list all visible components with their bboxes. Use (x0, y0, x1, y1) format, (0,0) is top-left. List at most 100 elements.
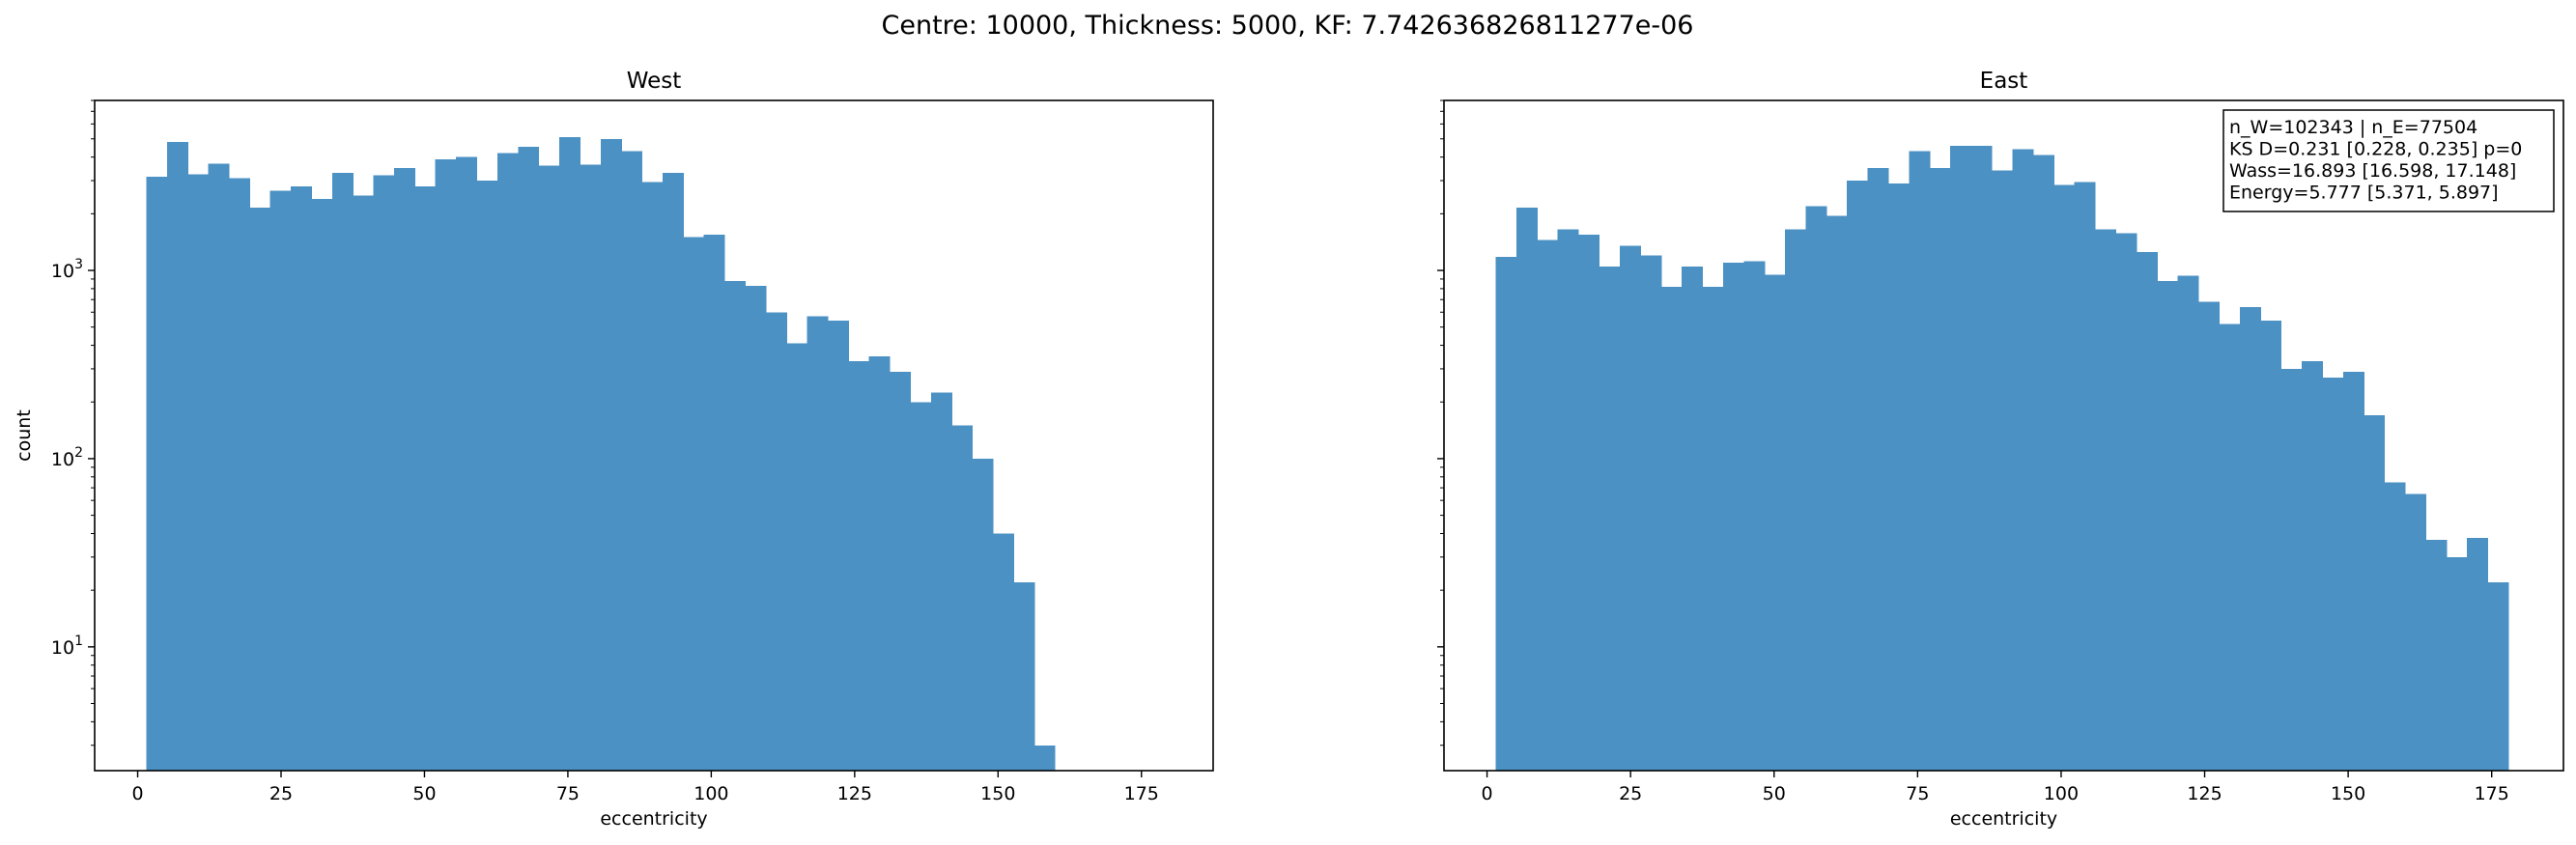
x-tick-label: 25 (269, 783, 293, 804)
histogram-bar (972, 458, 994, 771)
y-tick-base: 10 (51, 637, 74, 659)
histogram-bar (745, 285, 767, 771)
histogram-bar (1992, 170, 2014, 771)
y-tick-exponent: 3 (74, 257, 83, 272)
histogram-bar (1515, 208, 1538, 772)
histogram-bar (269, 190, 292, 771)
histogram-bar (456, 156, 478, 772)
histogram-bar (930, 392, 952, 771)
histogram-bar (1743, 261, 1766, 771)
histogram-bar (1702, 286, 1724, 771)
histogram-bar (1599, 266, 1621, 771)
x-axis-label: eccentricity (600, 808, 707, 830)
histogram-bar (2074, 182, 2096, 771)
x-tick-label: 0 (1482, 783, 1493, 804)
panel-title: West (627, 69, 682, 94)
y-axis-label: count (14, 409, 35, 462)
x-tick-label: 100 (694, 783, 728, 804)
histogram-bar (2384, 482, 2406, 771)
histogram-bar (1950, 145, 1972, 772)
histogram-bar (2053, 184, 2076, 771)
histogram-bar (580, 164, 602, 772)
histogram-bars (1495, 145, 2509, 772)
histogram-bar (2219, 324, 2241, 771)
y-tick-exponent: 2 (74, 445, 83, 461)
x-tick-label: 50 (1763, 783, 1786, 804)
histogram-bar (2446, 556, 2468, 771)
histogram-bar (393, 167, 415, 772)
x-tick-label: 75 (556, 783, 580, 804)
histogram-bar (373, 175, 395, 771)
histogram-bar (559, 137, 580, 772)
histogram-bar (435, 158, 457, 771)
x-tick-label: 125 (2187, 783, 2222, 804)
histogram-bar (2260, 321, 2282, 771)
x-tick-label: 175 (2475, 783, 2509, 804)
histogram-bar (311, 198, 333, 771)
histogram-bar (1013, 582, 1035, 771)
x-tick-label: 75 (1906, 783, 1929, 804)
histogram-bar (1764, 274, 1786, 771)
east-panel: East 0 25 50 75 100 125 150 175 eccentricity n_W=1… (1437, 69, 2564, 830)
x-tick-label: 175 (1124, 783, 1159, 804)
histogram-bar (1557, 229, 1579, 771)
histogram-bar (187, 174, 210, 771)
histogram-bar (496, 153, 519, 772)
histogram-bar (249, 208, 271, 772)
histogram-bar (518, 146, 540, 771)
figure-suptitle: Centre: 10000, Thickness: 5000, KF: 7.74… (882, 11, 1694, 41)
histogram-bar (662, 172, 684, 771)
x-tick-label: 125 (837, 783, 872, 804)
histogram-bar (538, 165, 560, 772)
histogram-bars (146, 137, 1056, 772)
histogram-bar (765, 312, 787, 771)
stats-annotation-box (2222, 109, 2555, 212)
histogram-bar (848, 360, 870, 771)
x-tick-label: 25 (1619, 783, 1642, 804)
histogram-bar (1847, 181, 1869, 771)
histogram-bar (703, 234, 725, 772)
histogram-bar (291, 185, 313, 772)
x-tick-label: 150 (980, 783, 1015, 804)
y-tick-label: 103 (51, 257, 83, 282)
y-tick-exponent: 1 (74, 634, 83, 649)
stats-annotation-line: Wass=16.893 [16.598, 17.148] (2229, 160, 2516, 182)
histogram-bar (1033, 745, 1056, 771)
histogram-bar (2404, 493, 2426, 771)
y-tick-base: 10 (51, 449, 74, 470)
histogram-bar (1785, 229, 1807, 771)
y-tick-base: 10 (51, 261, 74, 282)
histogram-bar (2177, 275, 2199, 771)
x-tick-label: 150 (2331, 783, 2365, 804)
histogram-bar (868, 355, 891, 771)
histogram-bar (641, 182, 664, 771)
histogram-bar (1578, 234, 1600, 772)
histogram-bar (1888, 183, 1911, 771)
x-axis-label: eccentricity (1950, 808, 2057, 830)
histogram-bar (146, 176, 168, 771)
histogram-bar (2157, 280, 2179, 771)
panel-title: East (1980, 69, 2028, 94)
histogram-bar (166, 142, 188, 772)
histogram-bar (2342, 371, 2364, 771)
histogram-bar (2467, 537, 2489, 771)
histogram-bar (1495, 257, 1517, 771)
histogram-bar (2487, 582, 2509, 771)
histogram-bar (331, 172, 354, 771)
histogram-bar (1805, 206, 1827, 771)
histogram-bar (1619, 245, 1641, 771)
stats-annotation-line: n_W=102343 | n_E=77504 (2229, 117, 2477, 138)
histogram-bar (2322, 377, 2344, 771)
histogram-bar (2280, 368, 2303, 771)
histogram-bar (621, 151, 643, 772)
histogram-bar (807, 316, 829, 771)
histogram-bar (1722, 262, 1744, 771)
y-tick-label: 101 (51, 634, 83, 659)
histogram-bar (827, 321, 849, 771)
histogram-bar (2301, 360, 2323, 771)
histogram-bar (2115, 233, 2137, 772)
histogram-bar (600, 138, 622, 771)
histogram-bar (1682, 266, 1704, 771)
